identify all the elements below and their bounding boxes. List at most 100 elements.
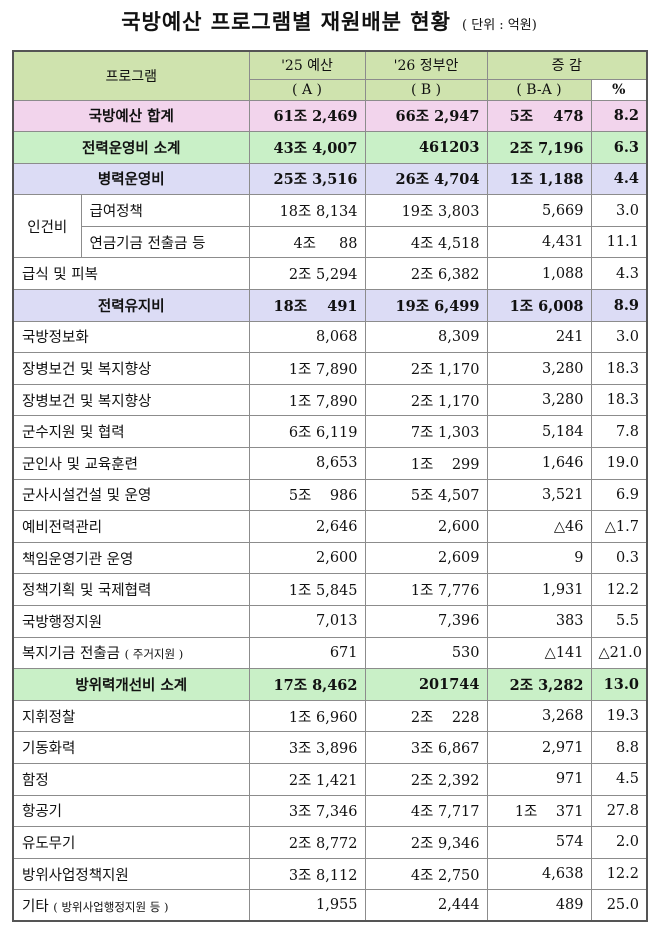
cell-a: 61조 2,469 [248,99,366,133]
cell-b: 2조 228 [364,699,488,733]
header-col-pct: % [590,78,648,101]
row-name: 국방예산 합계 [12,99,250,133]
cell-a: 8,653 [248,447,366,480]
header-col-c: 증 감 [486,50,648,80]
cell-c: 2조 3,282 [486,668,592,701]
header-col-a: '25 예산 [248,50,366,80]
cell-b: 1조 7,776 [364,573,488,606]
cell-b: 4조 2,750 [364,857,488,891]
cell-b: 5조 4,507 [364,478,488,512]
cell-pct: 4.4 [590,162,648,196]
cell-pct: 19.3 [590,699,648,733]
cell-c: 5,669 [486,194,592,227]
cell-c: 241 [486,320,592,354]
cell-pct: 3.0 [590,320,648,354]
cell-a: 1조 5,845 [248,573,366,606]
cell-a: 2조 5,294 [248,257,366,291]
cell-pct: 12.2 [590,857,648,891]
table-row-subtotal: 방위력개선비 소계 17조 8,462 201744 2조 3,282 13.0 [12,668,648,701]
cell-c: 3,280 [486,383,592,417]
cell-a: 2조 8,772 [248,826,366,859]
table-row: 예비전력관리 2,646 2,600 △46 △1.7 [12,510,648,543]
row-name-cell: 기타 ( 방위사업행정지원 등 ) [12,889,250,922]
cell-pct: 25.0 [590,889,648,922]
row-name: 방위력개선비 소계 [12,668,250,701]
cell-pct: 4.3 [590,257,648,291]
cell-c: 489 [486,889,592,922]
cell-a: 2,646 [248,510,366,543]
cell-b: 530 [364,636,488,670]
header-col-b-sub: ( B ) [364,78,488,101]
row-name: 군수지원 및 협력 [12,415,250,449]
cell-c: △46 [486,510,592,543]
cell-a: 671 [248,636,366,670]
table-row: 급식 및 피복 2조 5,294 2조 6,382 1,088 4.3 [12,257,648,291]
cell-pct: 6.3 [590,131,648,164]
row-name: 전력운영비 소계 [12,131,250,164]
cell-b: 4조 4,518 [364,225,488,259]
row-name: 책임운영기관 운영 [12,541,250,575]
cell-c: 1,646 [486,447,592,480]
cell-c: 5,184 [486,415,592,449]
title-bar: 국방예산 프로그램별 재원배분 현황 ( 단위 : 억원) [0,6,658,46]
cell-pct: 19.0 [590,447,648,480]
cell-a: 7,013 [248,605,366,638]
table-row: 유도무기 2조 8,772 2조 9,346 574 2.0 [12,826,648,859]
table-row-total: 국방예산 합계 61조 2,469 66조 2,947 5조 478 8.2 [12,99,648,133]
cell-a: 6조 6,119 [248,415,366,449]
cell-b: 2조 1,170 [364,352,488,385]
cell-c: 2,971 [486,731,592,764]
table-row: 군수지원 및 협력 6조 6,119 7조 1,303 5,184 7.8 [12,415,648,449]
row-name: 함정 [12,762,250,796]
cell-pct: 11.1 [590,225,648,259]
cell-c: 4,431 [486,225,592,259]
row-name: 군사시설건설 및 운영 [12,478,250,512]
cell-c: △141 [486,636,592,670]
cell-b: 461203 [364,131,488,164]
cell-b: 2조 6,382 [364,257,488,291]
cell-c: 4,638 [486,857,592,891]
cell-a: 1,955 [248,889,366,922]
row-name: 급식 및 피복 [12,257,250,291]
cell-pct: 8.9 [590,289,648,322]
table-row-section: 병력운영비 25조 3,516 26조 4,704 1조 1,188 4.4 [12,162,648,196]
cell-c: 9 [486,541,592,575]
table-row: 함정 2조 1,421 2조 2,392 971 4.5 [12,762,648,796]
cell-pct: △1.7 [590,510,648,543]
cell-b: 19조 3,803 [364,194,488,227]
cell-a: 18조 491 [248,289,366,322]
cell-pct: 8.2 [590,99,648,133]
row-name: 전력유지비 [12,289,250,322]
cell-c: 574 [486,826,592,859]
table-row: 기타 ( 방위사업행정지원 등 ) 1,955 2,444 489 25.0 [12,889,648,922]
cell-pct: 7.8 [590,415,648,449]
header-col-b: '26 정부안 [364,50,488,80]
row-name: 기동화력 [12,731,250,764]
row-name: 연금기금 전출금 등 [80,225,250,259]
cell-b: 2조 1,170 [364,383,488,417]
cell-b: 4조 7,717 [364,794,488,828]
table-row: 정책기획 및 국제협력 1조 5,845 1조 7,776 1,931 12.2 [12,573,648,606]
cell-b: 2,609 [364,541,488,575]
row-name: 병력운영비 [12,162,250,196]
cell-a: 1조 7,890 [248,352,366,385]
cell-a: 2,600 [248,541,366,575]
cell-a: 8,068 [248,320,366,354]
cell-c: 971 [486,762,592,796]
cell-pct: 8.8 [590,731,648,764]
cell-a: 1조 7,890 [248,383,366,417]
table-row: 장병보건 및 복지향상 1조 7,890 2조 1,170 3,280 18.3 [12,352,648,385]
table-row: 국방정보화 8,068 8,309 241 3.0 [12,320,648,354]
cell-b: 19조 6,499 [364,289,488,322]
cell-c: 2조 7,196 [486,131,592,164]
row-name: 군인사 및 교육훈련 [12,447,250,480]
cell-a: 3조 3,896 [248,731,366,764]
cell-a: 17조 8,462 [248,668,366,701]
header-row-top: 프로그램 '25 예산 '26 정부안 증 감 [12,50,648,101]
cell-pct: 2.0 [590,826,648,859]
cell-pct: △21.0 [590,636,648,670]
row-name: 국방행정지원 [12,605,250,638]
table-row: 장병보건 및 복지향상 1조 7,890 2조 1,170 3,280 18.3 [12,383,648,417]
table-row-section: 전력유지비 18조 491 19조 6,499 1조 6,008 8.9 [12,289,648,322]
cell-a: 43조 4,007 [248,131,366,164]
